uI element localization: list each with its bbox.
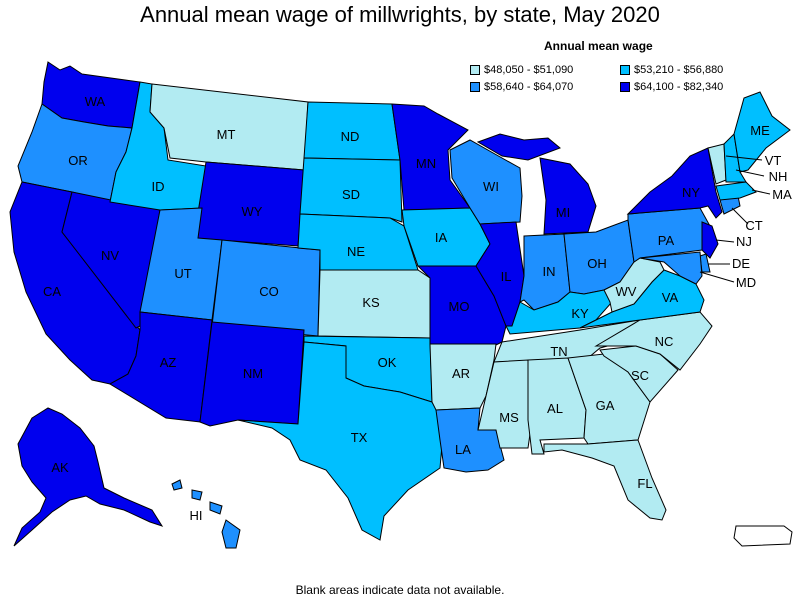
label-TN: TN — [550, 344, 567, 359]
label-MN: MN — [416, 156, 436, 171]
state-AK[interactable] — [13, 407, 164, 547]
leader-CT — [731, 207, 749, 225]
leader-NH — [735, 169, 765, 177]
legend-label-3: $58,640 - $64,070 — [484, 81, 574, 93]
hawaii-island-big — [221, 519, 241, 549]
label-NC: NC — [655, 334, 674, 349]
leader-MD — [699, 271, 735, 283]
state-TX[interactable] — [237, 341, 445, 541]
label-OR: OR — [68, 153, 88, 168]
legend-label-4: $64,100 - $82,340 — [634, 81, 724, 93]
label-NH: NH — [769, 169, 788, 184]
label-MT: MT — [217, 127, 236, 142]
hawaii-island-kauai — [171, 479, 183, 491]
label-AL: AL — [547, 401, 563, 416]
leader-NJ — [715, 239, 735, 243]
label-MS: MS — [499, 410, 519, 425]
label-IL: IL — [501, 269, 512, 284]
state-PA[interactable] — [627, 207, 711, 263]
state-SD[interactable] — [299, 157, 403, 223]
legend-swatch-3 — [470, 82, 480, 92]
label-NE: NE — [347, 244, 365, 259]
label-VT: VT — [765, 153, 782, 168]
label-MA: MA — [772, 187, 792, 202]
state-LA[interactable] — [435, 407, 505, 473]
legend-swatch-4 — [620, 82, 630, 92]
label-ND: ND — [341, 129, 360, 144]
label-WI: WI — [483, 179, 499, 194]
label-MI: MI — [556, 205, 570, 220]
label-WV: WV — [616, 284, 637, 299]
hawaii-island-maui — [209, 501, 223, 515]
legend-item-2: $53,210 - $56,880 — [620, 64, 723, 76]
map-title: Annual mean wage of millwrights, by stat… — [140, 2, 660, 27]
label-MD: MD — [736, 275, 756, 290]
legend-label-2: $53,210 - $56,880 — [634, 64, 724, 76]
legend-swatch-2 — [620, 65, 630, 75]
label-MO: MO — [449, 299, 470, 314]
label-CA: CA — [43, 284, 61, 299]
label-CT: CT — [745, 218, 762, 233]
label-NM: NM — [243, 366, 263, 381]
label-WY: WY — [242, 204, 263, 219]
state-labels: WA OR CA NV ID MT WY UT CO AZ NM ND SD N… — [43, 94, 792, 523]
legend-title: Annual mean wage — [544, 39, 653, 53]
state-MN[interactable] — [391, 103, 471, 211]
label-AZ: AZ — [160, 355, 177, 370]
state-WV[interactable] — [603, 257, 665, 313]
label-LA: LA — [455, 442, 471, 457]
legend-swatch-1 — [470, 65, 480, 75]
label-PA: PA — [658, 233, 675, 248]
label-GA: GA — [596, 398, 615, 413]
label-WA: WA — [85, 94, 106, 109]
label-KY: KY — [571, 306, 589, 321]
legend-item-1: $48,050 - $51,090 — [470, 64, 573, 76]
leader-lines — [699, 155, 771, 283]
label-IN: IN — [543, 264, 556, 279]
label-DE: DE — [732, 256, 750, 271]
label-HI: HI — [190, 508, 203, 523]
label-VA: VA — [662, 290, 679, 305]
territory-PR — [733, 525, 793, 547]
state-NY[interactable] — [626, 147, 723, 219]
label-NV: NV — [101, 248, 119, 263]
label-SD: SD — [342, 187, 360, 202]
state-HI[interactable] — [171, 479, 241, 549]
label-SC: SC — [631, 368, 649, 383]
label-IA: IA — [435, 230, 448, 245]
label-FL: FL — [637, 476, 652, 491]
label-NJ: NJ — [736, 234, 752, 249]
legend-label-1: $48,050 - $51,090 — [484, 64, 574, 76]
label-AR: AR — [452, 366, 470, 381]
footnote: Blank areas indicate data not available. — [295, 583, 505, 597]
label-ID: ID — [152, 179, 165, 194]
leader-VT — [725, 155, 763, 161]
state-AR[interactable] — [429, 343, 497, 411]
state-MD[interactable] — [639, 251, 703, 285]
label-TX: TX — [351, 430, 368, 445]
state-NH[interactable] — [723, 132, 747, 183]
state-WI[interactable] — [449, 139, 523, 225]
leader-MA — [751, 189, 771, 195]
legend-item-3: $58,640 - $64,070 — [470, 81, 573, 93]
legend-item-4: $64,100 - $82,340 — [620, 81, 723, 93]
label-KS: KS — [362, 295, 380, 310]
state-FL[interactable] — [543, 439, 667, 521]
label-NY: NY — [682, 185, 700, 200]
state-NJ[interactable] — [701, 221, 719, 259]
label-ME: ME — [750, 123, 770, 138]
state-MI[interactable] — [476, 133, 597, 235]
label-OH: OH — [587, 256, 607, 271]
label-OK: OK — [378, 355, 397, 370]
label-AK: AK — [51, 460, 69, 475]
label-CO: CO — [259, 284, 279, 299]
hawaii-island-oahu — [191, 489, 203, 501]
label-UT: UT — [174, 266, 191, 281]
state-MA[interactable] — [715, 181, 757, 201]
